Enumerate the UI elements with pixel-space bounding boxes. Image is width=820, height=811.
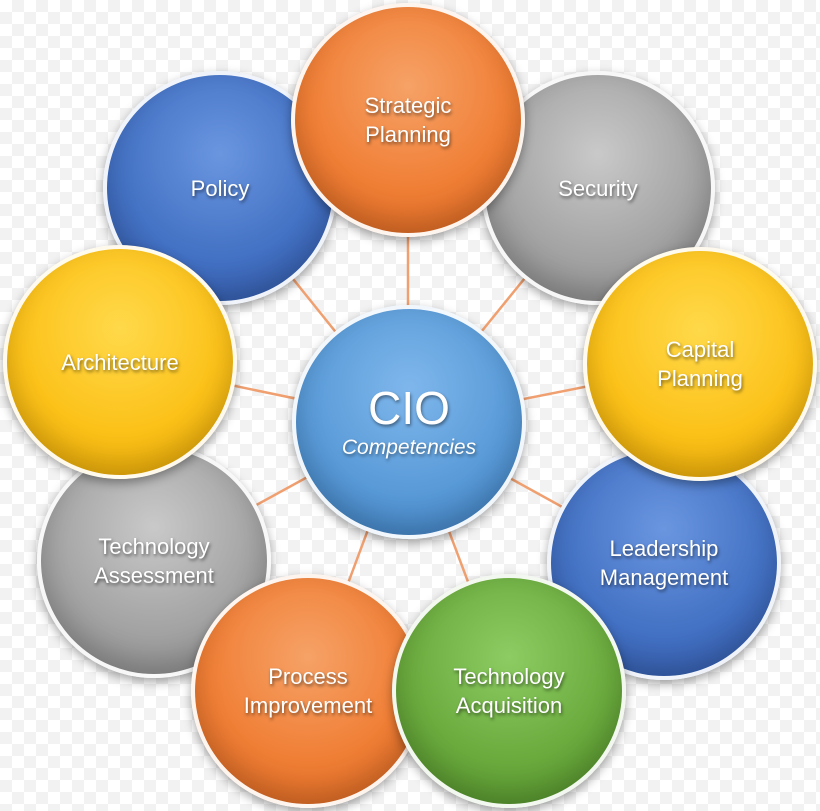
competency-label: Technology Acquisition xyxy=(453,664,565,718)
competency-architecture: Architecture xyxy=(3,245,237,479)
competency-label: Security xyxy=(558,175,638,201)
competency-process-improvement: Process Improvement xyxy=(191,574,425,808)
competency-label: Architecture xyxy=(61,349,179,375)
competency-label: Leadership Management xyxy=(599,536,729,590)
competency-capital-planning: Capital Planning xyxy=(583,247,817,481)
competency-technology-acquisition: Technology Acquisition xyxy=(392,574,626,808)
competency-strategic-planning: Strategic Planning xyxy=(291,3,525,237)
competency-label: Process Improvement xyxy=(243,664,373,718)
competency-label: Capital Planning xyxy=(657,337,743,391)
center-hub: CIO Competencies xyxy=(292,305,526,539)
competency-label: Policy xyxy=(190,175,250,201)
competency-label: Technology Assessment xyxy=(94,534,214,588)
center-subtitle: Competencies xyxy=(341,436,477,459)
competency-label: Strategic Planning xyxy=(364,93,452,147)
center-title: CIO xyxy=(368,382,450,434)
